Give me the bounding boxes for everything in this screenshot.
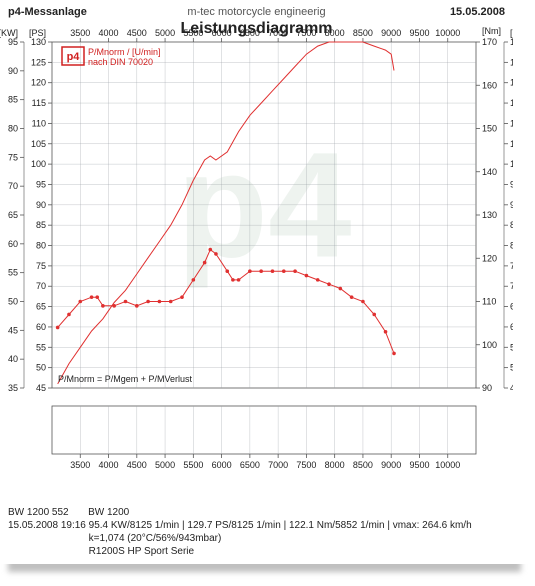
- svg-text:95: 95: [8, 37, 18, 47]
- svg-text:P/Mnorm / [U/min]: P/Mnorm / [U/min]: [88, 47, 161, 57]
- svg-text:130: 130: [482, 210, 497, 220]
- footer-id2: BW 1200: [88, 507, 129, 518]
- svg-text:110: 110: [510, 118, 513, 128]
- svg-text:50: 50: [36, 363, 46, 373]
- footer-bike: R1200S HP Sport Serie: [89, 546, 194, 557]
- svg-text:90: 90: [510, 200, 513, 210]
- svg-text:7000: 7000: [268, 460, 288, 470]
- svg-text:120: 120: [482, 253, 497, 263]
- svg-text:120: 120: [510, 78, 513, 88]
- svg-text:115: 115: [510, 98, 513, 108]
- svg-text:75: 75: [36, 261, 46, 271]
- svg-text:125: 125: [510, 57, 513, 67]
- svg-text:55: 55: [36, 342, 46, 352]
- svg-text:65: 65: [8, 210, 18, 220]
- svg-text:80: 80: [510, 241, 513, 251]
- svg-text:45: 45: [510, 383, 513, 393]
- footer-results: 15.05.2008 19:16 95.4 KW/8125 1/min | 12…: [8, 520, 472, 531]
- chart-title: Leistungsdiagramm: [0, 20, 513, 38]
- svg-text:6500: 6500: [240, 460, 260, 470]
- svg-text:35: 35: [8, 383, 18, 393]
- svg-text:9000: 9000: [381, 460, 401, 470]
- svg-text:85: 85: [510, 220, 513, 230]
- svg-text:90: 90: [482, 383, 492, 393]
- svg-text:125: 125: [31, 57, 46, 67]
- svg-text:170: 170: [482, 37, 497, 47]
- footer-k: k=1,074 (20°C/56%/943mbar): [89, 533, 222, 544]
- svg-text:P/Mnorm = P/Mgem + P/MVerlust: P/Mnorm = P/Mgem + P/MVerlust: [58, 374, 193, 384]
- svg-text:150: 150: [482, 124, 497, 134]
- svg-text:95: 95: [510, 179, 513, 189]
- svg-text:120: 120: [31, 78, 46, 88]
- svg-text:70: 70: [36, 281, 46, 291]
- svg-text:130: 130: [31, 37, 46, 47]
- svg-text:40: 40: [8, 354, 18, 364]
- svg-text:70: 70: [510, 281, 513, 291]
- svg-text:55: 55: [510, 342, 513, 352]
- svg-text:5000: 5000: [155, 460, 175, 470]
- svg-text:90: 90: [36, 200, 46, 210]
- svg-text:75: 75: [510, 261, 513, 271]
- svg-text:50: 50: [510, 363, 513, 373]
- svg-text:70: 70: [8, 181, 18, 191]
- svg-text:5500: 5500: [183, 460, 203, 470]
- svg-text:95: 95: [36, 179, 46, 189]
- svg-text:p4: p4: [176, 121, 351, 289]
- svg-text:65: 65: [36, 302, 46, 312]
- svg-text:140: 140: [482, 167, 497, 177]
- svg-text:45: 45: [36, 383, 46, 393]
- svg-text:80: 80: [8, 124, 18, 134]
- svg-text:55: 55: [8, 268, 18, 278]
- svg-text:80: 80: [36, 241, 46, 251]
- svg-text:50: 50: [8, 297, 18, 307]
- svg-text:4000: 4000: [99, 460, 119, 470]
- svg-text:8000: 8000: [325, 460, 345, 470]
- svg-text:p4: p4: [67, 51, 81, 63]
- svg-text:85: 85: [8, 95, 18, 105]
- svg-text:100: 100: [510, 159, 513, 169]
- svg-text:100: 100: [482, 340, 497, 350]
- svg-text:65: 65: [510, 302, 513, 312]
- svg-text:85: 85: [36, 220, 46, 230]
- svg-text:100: 100: [31, 159, 46, 169]
- svg-text:45: 45: [8, 325, 18, 335]
- svg-text:9500: 9500: [409, 460, 429, 470]
- svg-text:6000: 6000: [212, 460, 232, 470]
- svg-text:115: 115: [32, 98, 46, 108]
- svg-text:60: 60: [510, 322, 513, 332]
- svg-text:8500: 8500: [353, 460, 373, 470]
- svg-text:nach DIN 70020: nach DIN 70020: [88, 57, 153, 67]
- svg-text:4500: 4500: [127, 460, 147, 470]
- svg-text:130: 130: [510, 37, 513, 47]
- svg-text:3500: 3500: [70, 460, 90, 470]
- svg-text:90: 90: [8, 66, 18, 76]
- svg-text:105: 105: [31, 139, 46, 149]
- svg-text:75: 75: [8, 152, 18, 162]
- svg-text:105: 105: [510, 139, 513, 149]
- dyno-chart: p4 3500 4000 4500 5000 5500 6000 6500 7000 7500 80…: [0, 0, 513, 500]
- footer-block: BW 1200 552 BW 1200 15.05.2008 19:16 95.…: [8, 506, 505, 558]
- svg-text:110: 110: [482, 297, 496, 307]
- svg-text:10000: 10000: [435, 460, 460, 470]
- svg-text:60: 60: [8, 239, 18, 249]
- svg-text:7500: 7500: [296, 460, 316, 470]
- svg-text:110: 110: [32, 118, 46, 128]
- svg-text:60: 60: [36, 322, 46, 332]
- header-center: m-tec motorcycle engineerig: [0, 6, 513, 18]
- header-right: 15.05.2008: [450, 6, 505, 18]
- footer-id1: BW 1200 552: [8, 507, 69, 518]
- svg-text:160: 160: [482, 80, 497, 90]
